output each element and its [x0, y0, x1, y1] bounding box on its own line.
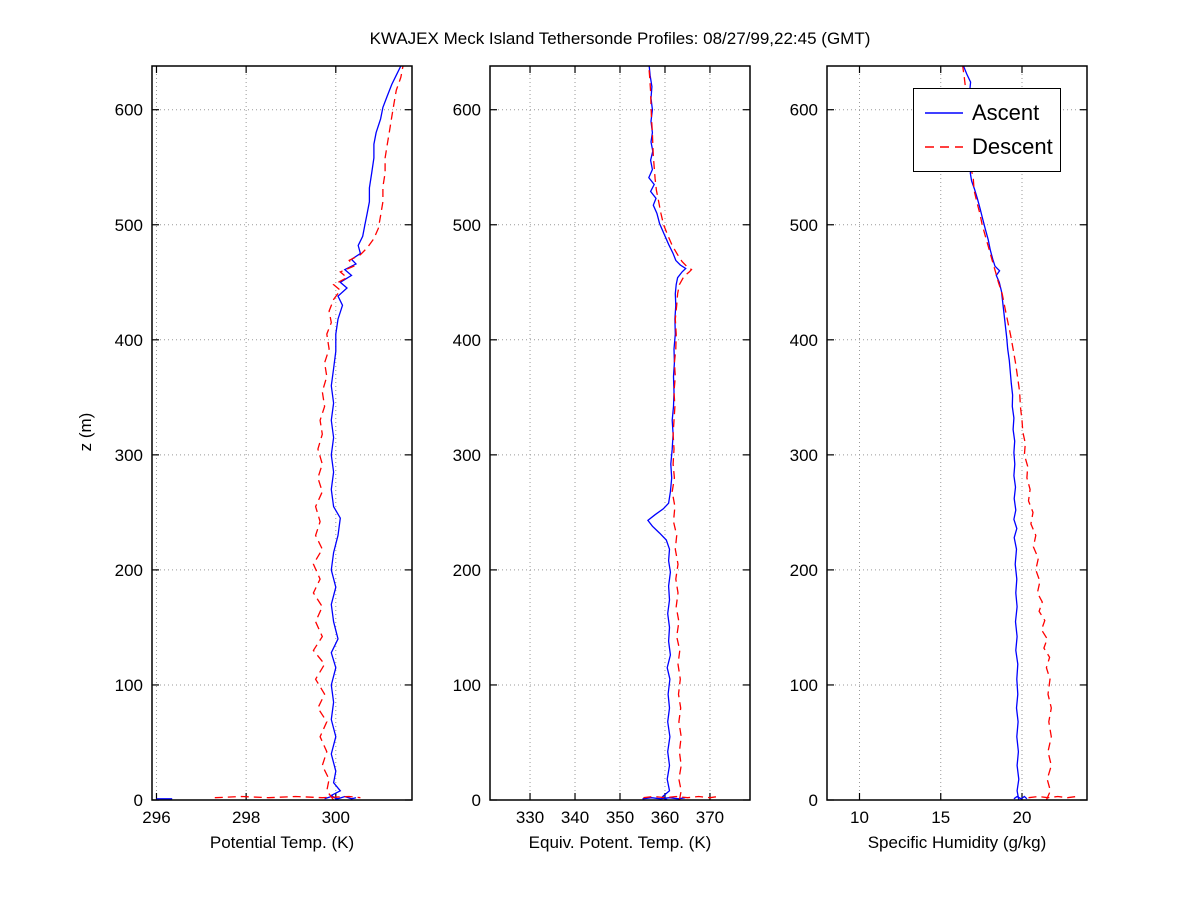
x-tick-label: 20: [1013, 808, 1032, 827]
y-tick-label: 200: [115, 561, 143, 580]
x-tick-label: 300: [322, 808, 350, 827]
ascent-profile-line: [324, 795, 357, 800]
legend-label-ascent: Ascent: [972, 100, 1040, 125]
figure-title: KWAJEX Meck Island Tethersonde Profiles:…: [369, 29, 871, 48]
y-tick-label: 100: [453, 676, 481, 695]
ascent-profile-line: [330, 65, 402, 801]
y-tick-label: 400: [453, 331, 481, 350]
y-tick-label: 0: [472, 791, 481, 810]
legend-label-descent: Descent: [972, 134, 1053, 159]
descent-profile-line: [1028, 795, 1077, 799]
y-tick-label: 600: [790, 101, 818, 120]
y-tick-label: 0: [809, 791, 818, 810]
ascent-profile-line: [646, 65, 687, 801]
y-tick-label: 0: [134, 791, 143, 810]
y-tick-label: 100: [115, 676, 143, 695]
x-tick-label: 340: [561, 808, 589, 827]
x-tick-label: 15: [931, 808, 950, 827]
descent-profile-line: [962, 65, 1052, 801]
y-tick-label: 400: [790, 331, 818, 350]
y-tick-label: 600: [453, 101, 481, 120]
y-tick-label: 600: [115, 101, 143, 120]
descent-profile-line: [214, 795, 361, 799]
x-tick-label: 360: [651, 808, 679, 827]
x-axis-label-specific-humidity: Specific Humidity (g/kg): [867, 833, 1047, 852]
y-tick-label: 500: [790, 216, 818, 235]
y-tick-label: 500: [453, 216, 481, 235]
x-tick-label: 296: [142, 808, 170, 827]
x-tick-label: 350: [606, 808, 634, 827]
ascent-profile-line: [1013, 795, 1028, 800]
legend-entry-descent: Descent: [925, 130, 1060, 164]
legend: Ascent Descent: [913, 88, 1061, 172]
y-tick-label: 300: [453, 446, 481, 465]
x-axis-label-equiv-potent-temp: Equiv. Potent. Temp. (K): [528, 833, 712, 852]
legend-entry-ascent: Ascent: [925, 96, 1060, 130]
x-tick-label: 330: [516, 808, 544, 827]
y-tick-label: 200: [453, 561, 481, 580]
y-tick-label: 200: [790, 561, 818, 580]
x-tick-label: 298: [232, 808, 260, 827]
y-tick-label: 400: [115, 331, 143, 350]
y-tick-label: 500: [115, 216, 143, 235]
ascent-line-sample-icon: [925, 112, 963, 114]
panel-0: 296 298 300 0 100 200 300 400 500 600: [115, 65, 413, 827]
descent-profile-line: [312, 65, 404, 801]
y-tick-label: 300: [115, 446, 143, 465]
panel-1: 330 340 350 360 370 0 100 200 300 400 500 600: [453, 65, 751, 827]
x-axis-label-potential-temp: Potential Temp. (K): [209, 833, 355, 852]
y-tick-label: 100: [790, 676, 818, 695]
descent-profile-line: [648, 65, 693, 801]
descent-profile-line: [643, 795, 719, 799]
ascent-profile-line: [962, 65, 1020, 801]
x-tick-label: 370: [696, 808, 724, 827]
y-tick-label: 300: [790, 446, 818, 465]
descent-line-sample-icon: [925, 146, 963, 148]
y-axis-label: z (m): [76, 412, 95, 452]
x-tick-label: 10: [850, 808, 869, 827]
